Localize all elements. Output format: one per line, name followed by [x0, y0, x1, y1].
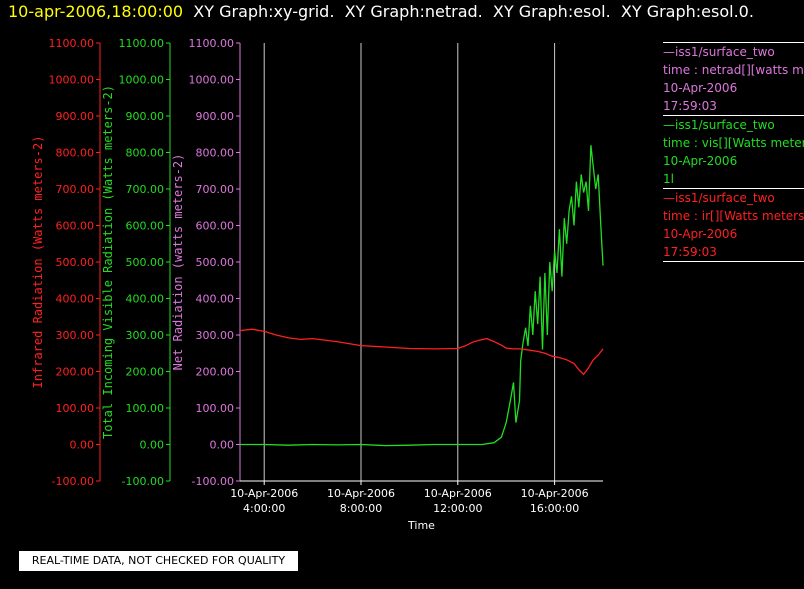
series-line-0	[240, 145, 604, 447]
y-tick-label: 200.00	[56, 366, 95, 379]
legend-line: 10-Apr-2006	[663, 81, 738, 95]
grid-lines	[263, 43, 556, 481]
quality-notice: REAL-TIME DATA, NOT CHECKED FOR QUALITY	[19, 551, 298, 571]
y-tick-label: 1100.00	[49, 37, 95, 50]
y-tick-label: 600.00	[196, 220, 235, 233]
x-tick-time: 4:00:00	[243, 502, 285, 515]
y-tick-label: 800.00	[196, 147, 235, 160]
y-tick-label: -100.00	[192, 475, 234, 488]
y-axis-title: Total Incoming Visible Radiation (Watts …	[101, 85, 115, 439]
y-tick-label: 800.00	[56, 147, 95, 160]
y-tick-label: 600.00	[126, 220, 165, 233]
y-tick-label: 1000.00	[119, 74, 165, 87]
legend-line: 10-Apr-2006	[663, 227, 738, 241]
y-tick-label: 0.00	[140, 439, 165, 452]
graph-titles: XY Graph:xy-grid. XY Graph:netrad. XY Gr…	[183, 2, 754, 21]
y-tick-label: 500.00	[56, 256, 95, 269]
y-tick-label: 700.00	[126, 183, 165, 196]
series-line-1	[239, 328, 604, 376]
y-axes: -100.00 0.00 100.00 200.00 300.00 400.00 500.0…	[31, 37, 241, 488]
y-tick-label: 1000.00	[189, 74, 235, 87]
y-tick-label: 100.00	[126, 402, 165, 415]
y-tick-label: 400.00	[196, 293, 235, 306]
y-tick-label: 300.00	[196, 329, 235, 342]
y-tick-label: 300.00	[126, 329, 165, 342]
legend-line: time : netrad[][watts meters-2]	[663, 63, 804, 77]
x-axis: 10-Apr-2006 4:00:00 10-Apr-2006 8:00:00 10-A…	[230, 480, 603, 532]
x-tick-date: 10-Apr-2006	[230, 487, 298, 500]
legend-line: 10-Apr-2006	[663, 154, 738, 168]
y-tick-label: 400.00	[56, 293, 95, 306]
x-tick-date: 10-Apr-2006	[327, 487, 395, 500]
y-tick-label: 900.00	[126, 110, 165, 123]
y-tick-label: 1100.00	[119, 37, 165, 50]
x-tick-date: 10-Apr-2006	[424, 487, 492, 500]
y-tick-label: 1000.00	[49, 74, 95, 87]
y-axis-title: Net Radiation (watts meters-2)	[171, 154, 185, 371]
legend-line: —iss1/surface_two	[663, 45, 775, 59]
y-tick-label: -100.00	[122, 475, 164, 488]
y-tick-label: 700.00	[56, 183, 95, 196]
y-tick-label: 400.00	[126, 293, 165, 306]
y-tick-label: 200.00	[126, 366, 165, 379]
y-tick-label: -100.00	[52, 475, 94, 488]
y-axis-title: Infrared Radiation (Watts meters-2)	[31, 136, 45, 389]
y-tick-label: 900.00	[196, 110, 235, 123]
y-tick-label: 0.00	[70, 439, 95, 452]
y-tick-label: 300.00	[56, 329, 95, 342]
x-tick-time: 8:00:00	[340, 502, 382, 515]
timestamp: 10-apr-2006,18:00:00	[8, 2, 184, 21]
y-tick-label: 200.00	[196, 366, 235, 379]
legend-line: —iss1/surface_two	[663, 191, 775, 205]
legend-line: —iss1/surface_two	[663, 118, 775, 132]
x-tick-time: 16:00:00	[530, 502, 579, 515]
legend-line: 17:59:03	[663, 245, 717, 259]
x-tick-time: 12:00:00	[433, 502, 482, 515]
x-axis-title: Time	[407, 519, 435, 532]
y-tick-label: 800.00	[126, 147, 165, 160]
legend-line: time : vis[][Watts meters-2]	[663, 136, 804, 150]
y-tick-label: 1100.00	[189, 37, 235, 50]
header-bar: 10-apr-2006,18:00:00 XY Graph:xy-grid. X…	[8, 2, 754, 21]
series-group	[239, 145, 604, 447]
y-tick-label: 100.00	[56, 402, 95, 415]
legend-divider	[663, 261, 804, 262]
y-tick-label: 500.00	[196, 256, 235, 269]
y-tick-label: 0.00	[210, 439, 235, 452]
y-tick-label: 600.00	[56, 220, 95, 233]
y-tick-label: 500.00	[126, 256, 165, 269]
legend-line: 1l	[663, 172, 674, 186]
legend-line: time : ir[][Watts meters-2]	[663, 209, 804, 223]
y-tick-label: 900.00	[56, 110, 95, 123]
y-tick-label: 700.00	[196, 183, 235, 196]
y-tick-label: 100.00	[196, 402, 235, 415]
x-tick-date: 10-Apr-2006	[521, 487, 589, 500]
legend-line: 17:59:03	[663, 99, 717, 113]
